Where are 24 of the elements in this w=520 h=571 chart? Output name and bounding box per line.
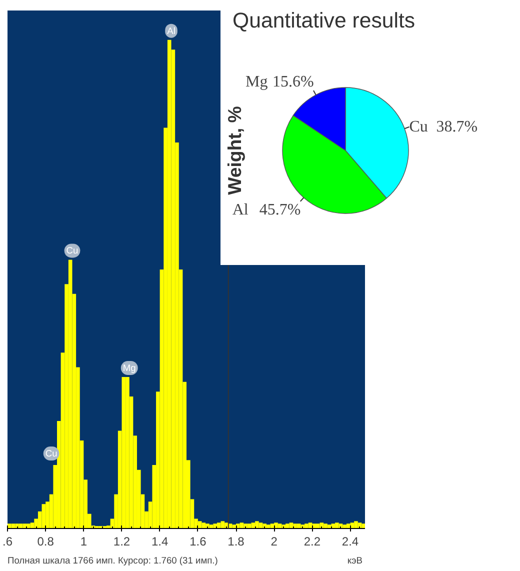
x-tick-label: 1 (80, 534, 88, 548)
data-label: 15.6% (272, 74, 314, 91)
x-tick-label: 2.2 (304, 534, 321, 548)
text: Weight, % (224, 106, 245, 195)
x-tick-label: 2.4 (342, 534, 359, 548)
chart-title: Quantitative results (232, 8, 416, 32)
x-tick-label: 1.6 (190, 534, 207, 548)
text: Полная шкала 1766 имп. Курсор: 1.760 (31 имп.) (8, 556, 218, 566)
data-label: 45.7% (259, 201, 301, 218)
x-tick-label: 2 (270, 534, 278, 548)
data-label: 38.7% (436, 118, 478, 136)
x-tick-label: 1.8 (228, 534, 245, 548)
x-tick-label: 1.4 (152, 534, 169, 548)
slice-label: Mg (245, 74, 268, 91)
annotation: Al (167, 26, 176, 36)
annotation: Cu (66, 246, 78, 256)
x-tick-label: 1.2 (113, 534, 130, 548)
annotation: Mg (122, 363, 136, 374)
x-axis-title: кэВ (347, 556, 363, 566)
x-tick-label: .6 (2, 534, 13, 548)
slice-label: Cu (409, 118, 428, 136)
annotation: Cu (45, 448, 58, 459)
x-tick-label: 0.8 (37, 534, 54, 548)
slice-label: Al (232, 201, 249, 218)
